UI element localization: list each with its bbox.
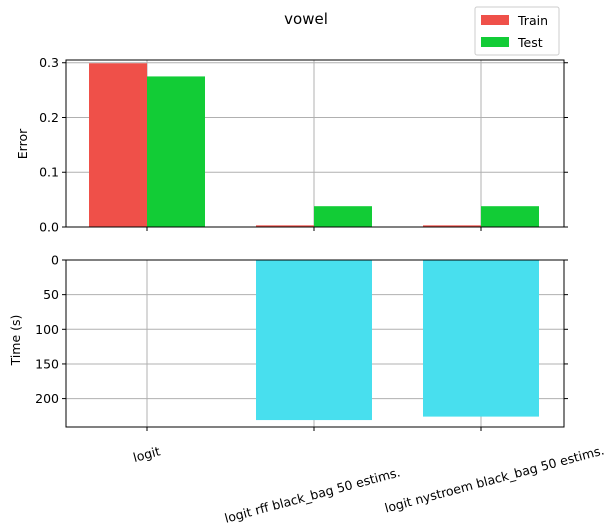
error-panel: 0.0 0.1 0.2 0.3 Error bbox=[15, 55, 568, 235]
legend: Train Test bbox=[474, 6, 560, 56]
error-ytick-label: 0.1 bbox=[39, 165, 59, 180]
bar-test-3 bbox=[481, 206, 539, 227]
bar-time-3 bbox=[423, 260, 539, 417]
time-ticks: 0 50 100 150 200 bbox=[35, 253, 568, 431]
legend-swatch-train bbox=[481, 15, 509, 25]
time-ytick-label: 50 bbox=[43, 287, 59, 302]
error-ytick-label: 0.2 bbox=[39, 110, 59, 125]
time-panel: 0 50 100 150 200 Time (s) bbox=[8, 253, 568, 431]
bar-train-3 bbox=[423, 225, 481, 227]
error-bars bbox=[89, 63, 539, 227]
time-ytick-label: 100 bbox=[35, 322, 59, 337]
time-ytick-label: 150 bbox=[35, 356, 59, 371]
legend-label-test: Test bbox=[517, 35, 543, 50]
legend-label-train: Train bbox=[517, 13, 548, 28]
bar-train-1 bbox=[89, 63, 147, 227]
error-ytick-label: 0.3 bbox=[39, 55, 59, 70]
bar-test-1 bbox=[147, 76, 205, 227]
legend-swatch-test bbox=[481, 37, 509, 47]
error-ytick-label: 0.0 bbox=[39, 220, 59, 235]
time-axes-frame bbox=[65, 259, 565, 428]
error-axis-label: Error bbox=[15, 128, 30, 159]
chart-title: vowel bbox=[284, 10, 328, 28]
bar-test-2 bbox=[314, 206, 372, 227]
time-axis-label: Time (s) bbox=[8, 315, 23, 367]
time-bars bbox=[256, 260, 539, 421]
bar-train-2 bbox=[256, 225, 314, 227]
error-ticks: 0.0 0.1 0.2 0.3 bbox=[39, 55, 568, 235]
bar-time-2 bbox=[256, 260, 372, 421]
time-ytick-label: 0 bbox=[51, 253, 59, 268]
category-label-1: logit bbox=[131, 443, 161, 465]
time-ytick-label: 200 bbox=[35, 391, 59, 406]
error-axes-frame bbox=[65, 59, 565, 228]
